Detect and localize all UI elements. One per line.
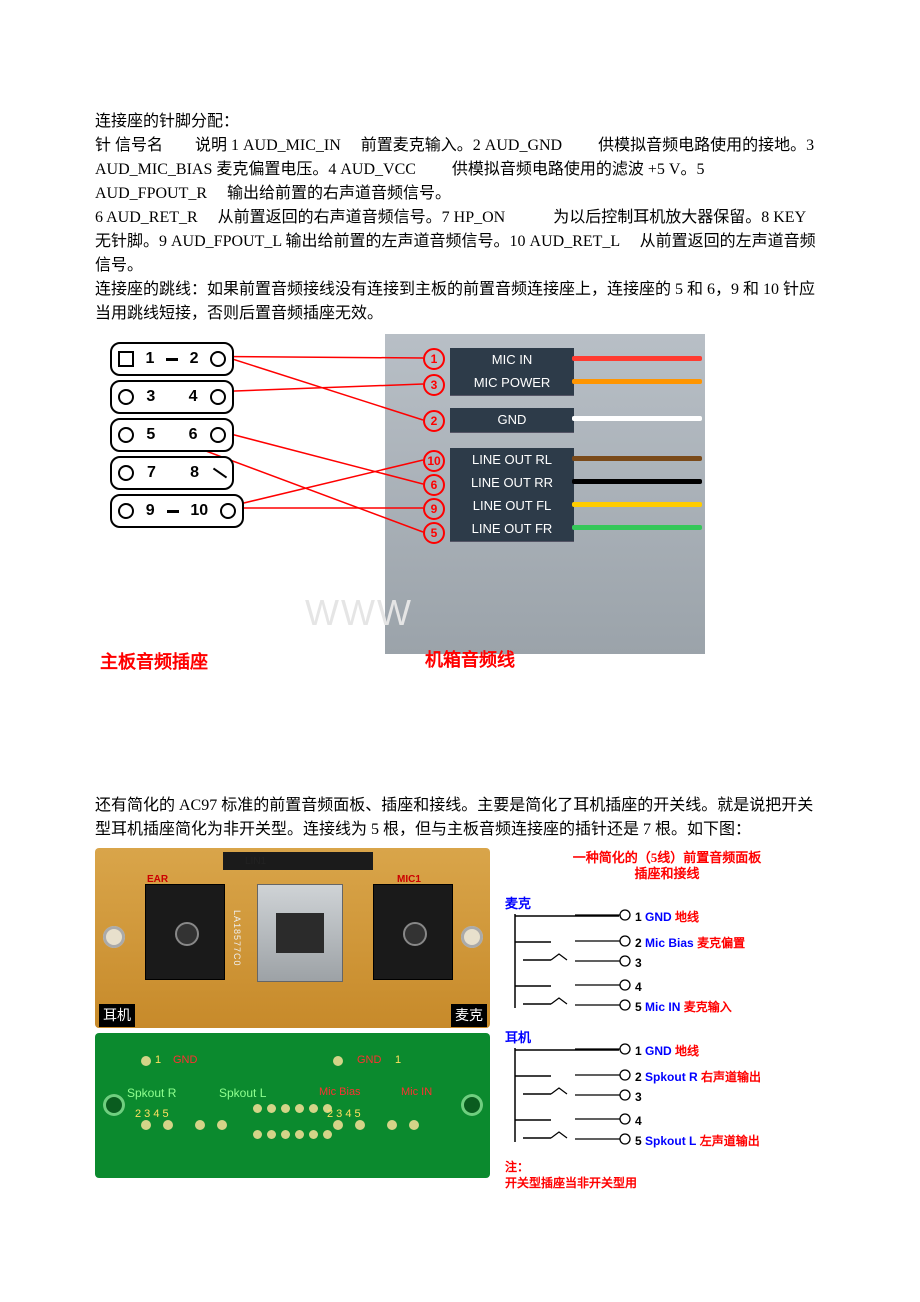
silkscreen-text: 1 (395, 1052, 401, 1069)
chip-label: LA18577C0 (225, 910, 243, 967)
pin-desc-2: 6 AUD_RET_R 从前置返回的右声道音频信号。7 HP_ON 为以后控制耳… (95, 206, 825, 278)
mic-pin: 5 Mic IN 麦克输入 (635, 998, 732, 1016)
silkscreen-text: Spkout R (127, 1084, 176, 1102)
ear-pin: 4 (635, 1112, 642, 1130)
schematic-note: 注：开关型插座当非开关型用 (505, 1160, 637, 1191)
mic-pin: 2 Mic Bias 麦克偏置 (635, 934, 745, 952)
solder-pad (333, 1056, 343, 1066)
ear-pin: 1 GND 地线 (635, 1042, 699, 1060)
mic-pin: 1 GND 地线 (635, 908, 699, 926)
pin-row: 5 6 (110, 418, 234, 452)
mounting-hole (103, 926, 125, 948)
silkscreen-text: 2 3 4 5 (327, 1106, 361, 1123)
intro-heading: 连接座的针脚分配： (95, 110, 825, 134)
solder-pad (409, 1120, 419, 1130)
solder-pad (141, 1056, 151, 1066)
watermark: WWW (305, 586, 413, 640)
solder-pad (387, 1120, 397, 1130)
silkscreen-text: Mic Bias (319, 1084, 361, 1101)
mic-pin: 3 (635, 954, 642, 972)
pin-row: 3 4 (110, 380, 234, 414)
jack-mic (373, 884, 453, 980)
silkscreen-text: Spkout L (219, 1084, 266, 1102)
silkscreen-text: 2 3 4 5 (135, 1106, 169, 1123)
pin-row: 7 8 (110, 456, 234, 490)
schematic-title: 一种简化的（5线）前置音频面板插座和接线 (527, 850, 807, 881)
pin-row: 12 (110, 342, 234, 376)
mounting-hole (103, 1094, 125, 1116)
audio-header-diagram: MIC INMIC POWERGNDLINE OUT RLLINE OUT RR… (95, 334, 705, 684)
simplified-desc: 还有简化的 AC97 标准的前置音频面板、插座和接线。主要是简化了耳机插座的开关… (95, 794, 825, 842)
front-panel-pcb-diagram: LIN1EARMIC1LA18577C0耳机麦克GNDGND11Spkout R… (95, 848, 825, 1218)
mounting-hole (461, 926, 483, 948)
ear-pin: 5 Spkout L 左声道输出 (635, 1132, 760, 1150)
usb-connector (257, 884, 343, 982)
solder-pad (217, 1120, 227, 1130)
label-lin1: LIN1 (245, 854, 266, 869)
badge-mic: 麦克 (451, 1004, 487, 1027)
silkscreen-text: Mic IN (401, 1084, 432, 1101)
silkscreen-text: GND (173, 1052, 197, 1069)
jack-earphone (145, 884, 225, 980)
ear-pin: 2 Spkout R 右声道输出 (635, 1068, 761, 1086)
caption-motherboard: 主板音频插座 (100, 649, 208, 676)
badge-earphone: 耳机 (99, 1004, 135, 1027)
pin-row: 910 (110, 494, 244, 528)
schematic-header-mic: 麦克 (505, 894, 531, 914)
jumper-note: 连接座的跳线：如果前置音频接线没有连接到主板的前置音频连接座上，连接座的 5 和… (95, 278, 825, 326)
mounting-hole (461, 1094, 483, 1116)
silkscreen-text: GND (357, 1052, 381, 1069)
solder-pad (195, 1120, 205, 1130)
caption-case-audio: 机箱音频线 (425, 647, 515, 674)
silkscreen-text: 1 (155, 1052, 161, 1069)
pin-desc-1: 针 信号名 说明 1 AUD_MIC_IN 前置麦克输入。2 AUD_GND 供… (95, 134, 825, 206)
schematic-header-ear: 耳机 (505, 1028, 531, 1048)
ear-pin: 3 (635, 1088, 642, 1106)
mic-pin: 4 (635, 978, 642, 996)
